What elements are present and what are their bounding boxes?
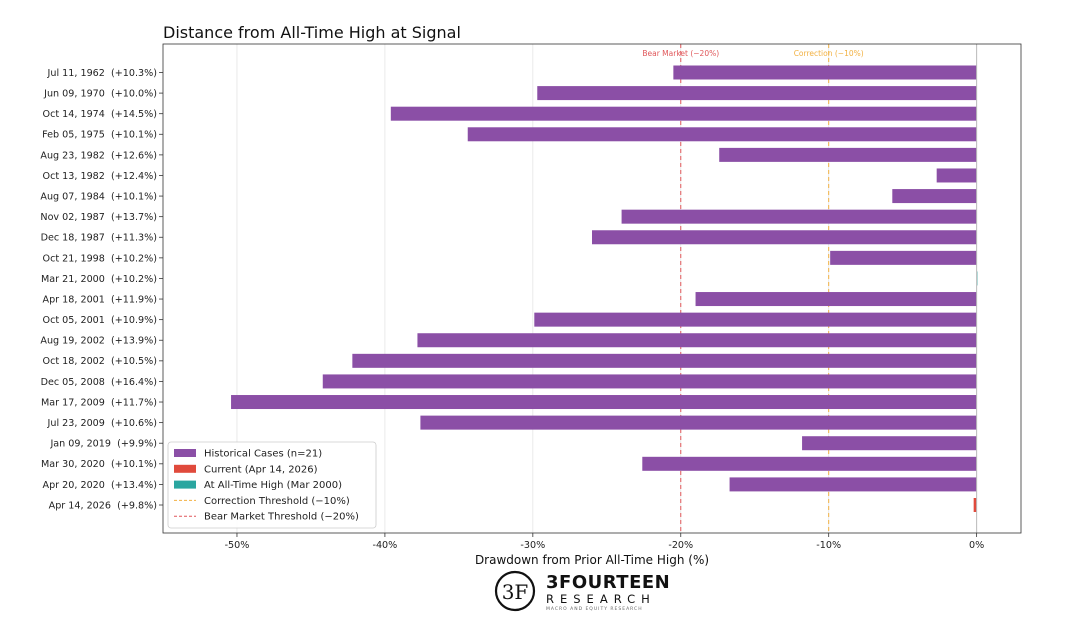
bar-historical [420,415,977,430]
bar-current [973,498,977,512]
bar-historical [936,168,977,183]
y-tick-label: Oct 14, 1974 (+14.5%) [43,109,157,120]
x-axis-ticks: -50% -40% -30% -20% -10% 0% [225,533,984,551]
y-tick-label: Mar 30, 2020 (+10.1%) [41,459,157,470]
x-tick-label: -40% [372,540,397,551]
y-tick-label: Mar 17, 2009 (+11.7%) [41,397,157,408]
bar-historical [592,230,977,245]
y-axis-ticks: Jul 11, 1962 (+10.3%) Jun 09, 1970 (+10.0… [40,68,163,511]
y-tick-label: Oct 21, 1998 (+10.2%) [43,253,157,264]
x-tick-label: -20% [668,540,693,551]
legend-label: Historical Cases (n=21) [204,449,322,460]
y-tick-label: Oct 05, 2001 (+10.9%) [43,315,157,326]
x-tick-label: -10% [816,540,841,551]
bar-historical [390,106,977,121]
bar-historical [642,456,977,471]
bar-historical [695,292,977,307]
legend-label: Correction Threshold (−10%) [204,496,350,507]
y-tick-label: Aug 19, 2002 (+13.9%) [40,336,157,347]
y-tick-label: Jul 23, 2009 (+10.6%) [47,418,157,429]
y-tick-label: Mar 21, 2000 (+10.2%) [41,274,157,285]
y-tick-label: Jan 09, 2019 (+9.9%) [49,439,157,450]
legend-swatch-current [174,464,196,473]
x-tick-label: 0% [969,540,984,551]
legend: Historical Cases (n=21) Current (Apr 14, … [167,441,377,529]
bar-historical [467,127,977,142]
y-tick-label: Jul 11, 1962 (+10.3%) [47,68,157,79]
legend-box [167,441,377,529]
legend-label: Bear Market Threshold (−20%) [204,512,359,523]
y-tick-label: Aug 23, 1982 (+12.6%) [40,150,157,161]
x-axis-label: Drawdown from Prior All-Time High (%) [475,553,709,567]
bar-historical [352,353,977,368]
legend-swatch-historical [174,449,196,457]
bar-historical [729,477,977,492]
bar-historical [673,65,977,80]
logo-sub: RESEARCH [546,592,656,606]
x-tick-label: -30% [520,540,545,551]
bear-threshold-label: Bear Market (−20%) [642,49,719,58]
y-tick-label: Nov 02, 1987 (+13.7%) [40,212,157,223]
chart-title: Distance from All-Time High at Signal [163,23,461,42]
threshold-lines: Bear Market (−20%) Correction (−10%) [642,44,864,533]
bar-historical [719,147,977,162]
correction-threshold-label: Correction (−10%) [794,49,864,58]
y-tick-label: Oct 18, 2002 (+10.5%) [43,356,157,367]
bar-historical [830,250,977,265]
legend-swatch-ath [174,480,196,489]
logo-mark: 3F [502,580,529,604]
company-logo: 3F 3FOURTEEN RESEARCH MACRO AND EQUITY R… [494,570,670,612]
logo-circle-icon [494,570,536,612]
y-tick-label: Apr 14, 2026 (+9.8%) [49,500,157,511]
legend-label: At All-Time High (Mar 2000) [204,480,342,491]
plot-frame [162,43,1022,534]
y-tick-label: Aug 07, 1984 (+10.1%) [40,191,157,202]
y-tick-label: Apr 18, 2001 (+11.9%) [43,294,157,305]
bar-historical [621,209,977,224]
y-tick-label: Oct 13, 1982 (+12.4%) [43,171,157,182]
bar-historical [534,312,977,327]
y-tick-label: Apr 20, 2020 (+13.4%) [43,480,157,491]
bar-historical [892,189,977,204]
bar-historical [537,86,977,101]
bar-historical [231,395,977,410]
y-tick-label: Feb 05, 1975 (+10.1%) [42,130,157,141]
y-tick-label: Dec 18, 1987 (+11.3%) [41,233,157,244]
bar-historical [802,436,977,451]
bar-series [231,65,978,512]
y-tick-label: Jun 09, 1970 (+10.0%) [43,88,157,99]
bar-historical [322,374,977,389]
logo-name: 3FOURTEEN [546,572,670,593]
legend-label: Current (Apr 14, 2026) [204,464,318,475]
x-tick-label: -50% [225,540,250,551]
y-tick-label: Dec 05, 2008 (+16.4%) [41,377,157,388]
bar-historical [417,333,977,348]
logo-tagline: MACRO AND EQUITY RESEARCH [546,606,643,612]
